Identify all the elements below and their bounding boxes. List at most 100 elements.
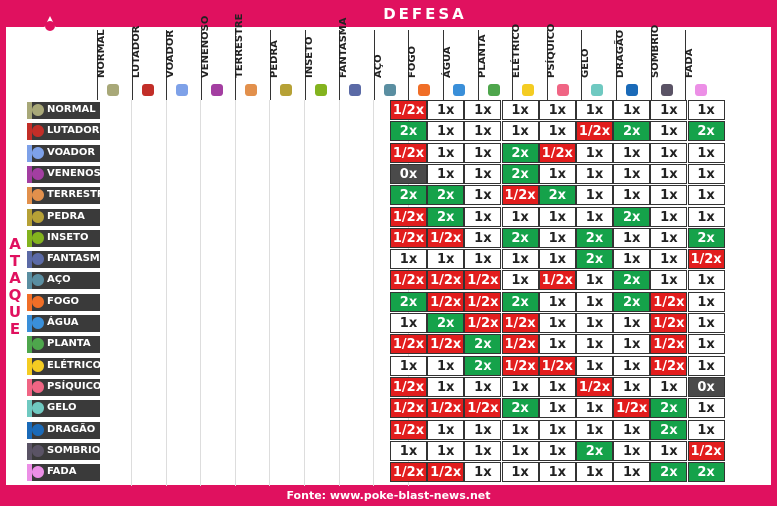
row-header: FADA [27, 464, 100, 482]
row-header-label: LUTADOR [47, 125, 100, 137]
type-icon [32, 231, 44, 244]
effectiveness-cell: 1x [650, 121, 688, 142]
column-header-label: AÇO [372, 54, 384, 78]
effectiveness-cell: 1/2x [576, 121, 613, 142]
type-icon [32, 402, 44, 415]
row-header: FANTASMA [27, 251, 107, 269]
row-header-label: GELO [47, 402, 77, 414]
type-icon [107, 84, 119, 96]
effectiveness-cell: 1x [613, 100, 651, 120]
effectiveness-cell: 1x [538, 206, 576, 227]
row-header: VOADOR [27, 144, 100, 162]
effectiveness-cell: 1x [464, 100, 502, 120]
row-header: DRAGÃO [27, 421, 100, 439]
column-header: NORMAL [96, 29, 132, 100]
effectiveness-cell: 2x [650, 419, 688, 440]
effectiveness-cell: 1x [576, 100, 613, 120]
effectiveness-cell: 1/2x [613, 398, 651, 419]
pokemon-logo-icon [12, 16, 88, 88]
effectiveness-cell: 2x [576, 249, 613, 270]
effectiveness-cell: 1x [576, 355, 613, 376]
effectiveness-cell: 1/2x [576, 376, 613, 397]
row-header: PLANTA [27, 336, 100, 354]
effectiveness-cell: 1x [613, 334, 651, 355]
column-header-label: DRAGÃO [615, 29, 626, 78]
effectiveness-cell: 1/2x [390, 419, 427, 440]
effectiveness-cell: 1x [687, 355, 725, 376]
effectiveness-cell: 2x [390, 121, 427, 142]
effectiveness-cell: 1/2x [650, 334, 688, 355]
column-header-label: GELO [580, 48, 592, 78]
effectiveness-cell: 1x [538, 376, 576, 397]
type-icon [245, 84, 258, 96]
source-footer: Fonte: www.poke-blast-news.net [286, 489, 491, 502]
row-header-label: TERRESTRE [47, 189, 112, 201]
effectiveness-cell: 2x [650, 398, 688, 419]
effectiveness-cell: 1x [464, 206, 502, 227]
effectiveness-cell: 1x [464, 249, 502, 270]
column-header: ÁGUA [442, 30, 478, 100]
effectiveness-cell: 1x [613, 163, 651, 184]
effectiveness-cell: 2x [576, 227, 613, 248]
effectiveness-cell: 2x [613, 291, 651, 312]
effectiveness-cell: 1x [576, 334, 613, 355]
effectiveness-cell: 1/2x [390, 376, 427, 397]
column-header: VENENOSO [200, 16, 236, 100]
effectiveness-cell: 1/2x [464, 398, 502, 419]
effectiveness-cell: 1x [427, 121, 465, 142]
row-header: VENENOSO [27, 165, 109, 183]
type-icon [32, 295, 44, 308]
column-header: TERRESTRE [234, 14, 271, 100]
effectiveness-cell: 1x [427, 376, 465, 397]
effectiveness-cell: 0x [390, 163, 427, 184]
type-icon [176, 84, 189, 96]
row-header: AÇO [27, 272, 100, 290]
effectiveness-cell: 1x [650, 185, 688, 206]
grid-line [131, 100, 132, 486]
row-header-label: ELÉTRICO [47, 359, 102, 371]
column-header: SOMBRIO [650, 25, 686, 100]
type-icon [32, 104, 44, 116]
effectiveness-cell: 1x [687, 206, 725, 227]
attack-letter: A [9, 269, 21, 287]
effectiveness-cell: 1x [538, 249, 576, 270]
effectiveness-cell: 1x [501, 419, 539, 440]
column-header-label: SOMBRIO [649, 24, 661, 78]
effectiveness-cell: 1x [501, 270, 539, 291]
effectiveness-cell: 1x [538, 440, 576, 461]
type-icon [522, 84, 535, 96]
effectiveness-cell: 2x [501, 163, 539, 184]
column-header: PSÍQUICO [546, 24, 582, 100]
grid-line [338, 100, 340, 486]
column-header-label: ÁGUA [442, 46, 453, 79]
grid-line [304, 100, 305, 486]
row-header-label: NORMAL [47, 104, 96, 115]
effectiveness-cell: 1x [464, 185, 502, 206]
effectiveness-cell: 2x [464, 334, 502, 355]
effectiveness-cell: 1x [576, 462, 613, 483]
attack-letter: E [9, 320, 21, 338]
effectiveness-cell: 1x [538, 419, 576, 440]
row-header: GELO [27, 400, 100, 418]
effectiveness-cell: 1x [427, 355, 465, 376]
effectiveness-cell: 1x [576, 398, 613, 419]
effectiveness-cell: 1x [613, 376, 651, 397]
column-header: LUTADOR [131, 26, 167, 100]
effectiveness-cell: 1x [538, 163, 576, 184]
effectiveness-cell: 1/2x [538, 355, 576, 376]
effectiveness-cell: 1x [464, 142, 502, 163]
type-icon [349, 84, 362, 96]
column-header-label: ELÉTRICO [511, 23, 523, 78]
row-header-label: FOGO [47, 295, 80, 307]
column-header: ELÉTRICO [511, 24, 548, 100]
effectiveness-cell: 1/2x [390, 206, 427, 227]
effectiveness-cell: 1x [464, 419, 502, 440]
effectiveness-cell: 1x [687, 100, 725, 120]
type-icon [32, 167, 44, 180]
column-header: INSETO [304, 30, 340, 100]
grid-line [269, 100, 271, 486]
effectiveness-cell: 2x [613, 206, 651, 227]
type-icon [32, 189, 44, 202]
effectiveness-cell: 1x [501, 376, 539, 397]
